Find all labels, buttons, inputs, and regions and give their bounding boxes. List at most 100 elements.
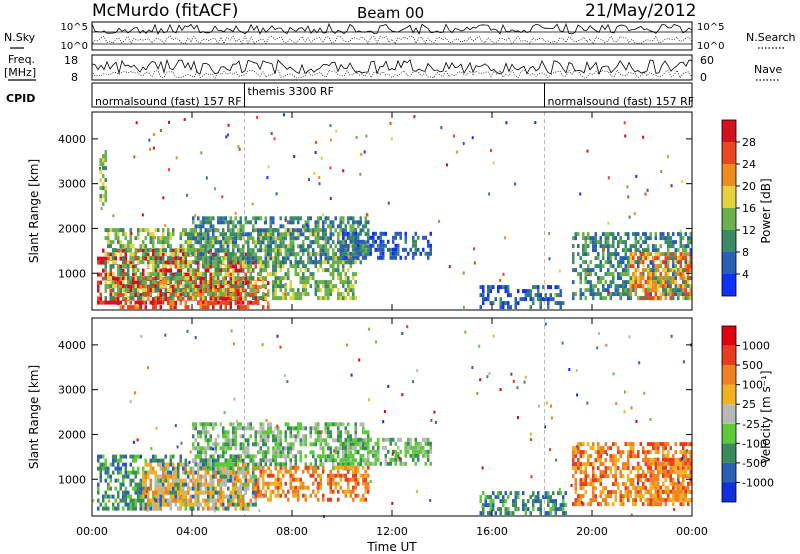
heatmap-cell bbox=[347, 276, 350, 281]
heatmap-cell bbox=[572, 268, 575, 273]
heatmap-cell bbox=[257, 450, 260, 455]
heatmap-cell bbox=[207, 498, 210, 503]
heatmap-cell bbox=[632, 280, 635, 285]
heatmap-cell bbox=[247, 264, 250, 269]
heatmap-cell bbox=[267, 426, 270, 431]
heatmap-cell bbox=[599, 264, 602, 269]
heatmap-cell bbox=[209, 482, 212, 487]
heatmap-cell bbox=[133, 155, 136, 159]
heatmap-cell bbox=[589, 454, 592, 459]
heatmap-cell bbox=[252, 470, 255, 475]
heatmap-cell bbox=[342, 251, 345, 256]
heatmap-cell bbox=[207, 458, 210, 463]
heatmap-cell bbox=[225, 135, 228, 139]
heatmap-cell bbox=[324, 288, 327, 293]
heatmap-cell bbox=[287, 232, 290, 237]
heatmap-cell bbox=[362, 497, 365, 502]
heatmap-cell bbox=[387, 247, 390, 252]
heatmap-cell bbox=[202, 232, 205, 237]
heatmap-cell bbox=[129, 260, 132, 265]
heatmap-cell bbox=[587, 236, 590, 241]
heatmap-cell bbox=[689, 252, 692, 257]
heatmap-cell bbox=[279, 284, 282, 289]
heatmap-cell bbox=[252, 494, 255, 499]
heatmap-cell bbox=[604, 240, 607, 245]
heatmap-cell bbox=[309, 272, 312, 277]
heatmap-cell bbox=[132, 502, 135, 507]
heatmap-cell bbox=[227, 220, 230, 225]
heatmap-cell bbox=[339, 244, 342, 249]
heatmap-cell bbox=[249, 272, 252, 277]
heatmap-cell bbox=[112, 292, 115, 297]
heatmap-cell bbox=[104, 158, 107, 163]
heatmap-cell bbox=[104, 466, 107, 471]
heatmap-cell bbox=[647, 296, 650, 301]
heatmap-cell bbox=[297, 288, 300, 293]
heatmap-cell bbox=[247, 220, 250, 225]
heatmap-cell bbox=[257, 489, 260, 494]
heatmap-cell bbox=[179, 248, 182, 253]
heatmap-cell bbox=[234, 438, 237, 443]
heatmap-cell bbox=[154, 272, 157, 277]
heatmap-cell bbox=[319, 485, 322, 490]
heatmap-cell bbox=[259, 232, 262, 237]
heatmap-cell bbox=[229, 232, 232, 237]
heatmap-cell bbox=[622, 240, 625, 245]
heatmap-cell bbox=[284, 276, 287, 281]
heatmap-cell bbox=[232, 494, 235, 499]
heatmap-cell bbox=[244, 462, 247, 467]
heatmap-cell bbox=[347, 268, 350, 273]
heatmap-cell bbox=[172, 272, 175, 277]
heatmap-cell bbox=[244, 216, 247, 221]
heatmap-cell bbox=[229, 498, 232, 503]
heatmap-cell bbox=[117, 236, 120, 241]
heatmap-cell bbox=[144, 502, 147, 507]
heatmap-cell bbox=[204, 244, 207, 249]
heatmap-cell bbox=[147, 498, 150, 503]
heatmap-cell bbox=[689, 292, 692, 297]
heatmap-cell bbox=[304, 284, 307, 289]
heatmap-cell bbox=[307, 276, 310, 281]
heatmap-cell bbox=[214, 474, 217, 479]
heatmap-cell bbox=[299, 442, 302, 447]
heatmap-cell bbox=[574, 446, 577, 451]
heatmap-cell bbox=[252, 240, 255, 245]
heatmap-cell bbox=[192, 422, 195, 427]
heatmap-cell bbox=[317, 216, 320, 221]
heatmap-cell bbox=[364, 437, 367, 442]
heatmap-cell bbox=[169, 292, 172, 297]
heatmap-cell bbox=[642, 272, 645, 277]
heatmap-cell bbox=[147, 248, 150, 253]
heatmap-cell bbox=[132, 284, 135, 289]
heatmap-cell bbox=[267, 256, 270, 261]
heatmap-cell bbox=[137, 498, 140, 503]
heatmap-cell bbox=[199, 446, 202, 451]
heatmap-cell bbox=[184, 228, 187, 233]
heatmap-cell bbox=[627, 292, 630, 297]
heatmap-cell bbox=[274, 268, 277, 273]
heatmap-cell bbox=[97, 498, 100, 503]
heatmap-cell bbox=[227, 486, 230, 491]
heatmap-cell bbox=[122, 228, 125, 233]
heatmap-cell bbox=[222, 300, 225, 305]
heatmap-cell bbox=[174, 293, 177, 298]
heatmap-cell bbox=[179, 260, 182, 265]
heatmap-cell bbox=[634, 268, 637, 273]
heatmap-cell bbox=[224, 478, 227, 483]
heatmap-cell bbox=[239, 268, 242, 273]
heatmap-cell bbox=[192, 434, 195, 439]
heatmap-cell bbox=[217, 281, 220, 286]
heatmap-cell bbox=[614, 268, 617, 273]
heatmap-cell bbox=[352, 228, 355, 233]
heatmap-cell bbox=[177, 284, 180, 289]
heatmap-cell bbox=[589, 240, 592, 245]
heatmap-cell bbox=[179, 236, 182, 241]
heatmap-cell bbox=[279, 477, 282, 482]
heatmap-cell bbox=[287, 272, 290, 277]
heatmap-cell bbox=[342, 231, 345, 236]
heatmap-cell bbox=[607, 284, 610, 289]
heatmap-cell bbox=[634, 272, 637, 277]
heatmap-cell bbox=[212, 502, 215, 507]
heatmap-cell bbox=[299, 422, 302, 427]
heatmap-cell bbox=[664, 288, 667, 293]
